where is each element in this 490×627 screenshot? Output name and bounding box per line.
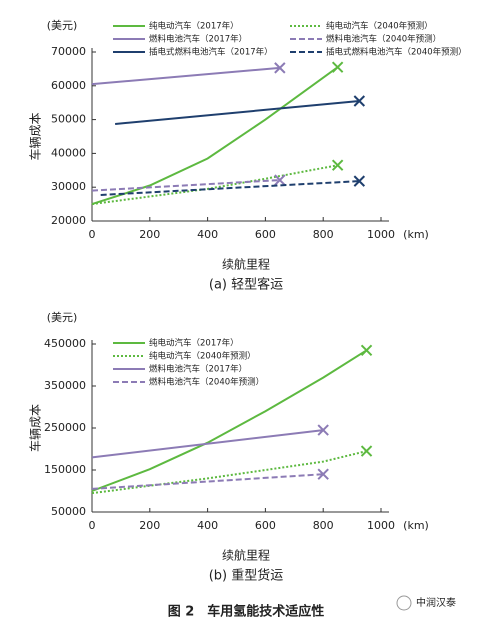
legend-label: 插电式燃料电池汽车（2017年） [149, 47, 273, 58]
series-line [91, 164, 338, 206]
x-tick-label: 200 [139, 228, 160, 241]
legend-label: 纯电动汽车（2017年） [149, 338, 239, 349]
end-marker [331, 61, 344, 73]
legend-label: 纯电动汽车（2040年预测） [326, 21, 433, 32]
x-tick-label: 800 [313, 228, 334, 241]
end-marker [331, 159, 344, 171]
x-tick-label: 200 [139, 519, 160, 532]
y-tick-label: 150000 [44, 463, 86, 476]
end-marker [274, 174, 286, 186]
y-tick-label: 350000 [44, 379, 86, 392]
legend-label: 燃料电池汽车（2040年预测） [149, 377, 264, 388]
x-tick-label: 600 [255, 228, 276, 241]
x-unit: (km) [403, 519, 429, 532]
x-axis-label: 续航里程 [222, 257, 270, 272]
legend-label: 燃料电池汽车（2017年） [149, 364, 247, 375]
legend-label: 插电式燃料电池汽车（2040年预测） [326, 47, 467, 58]
watermark: 中润汉泰 [416, 596, 456, 609]
series-line [91, 66, 339, 206]
x-tick-label: 1000 [367, 519, 395, 532]
series-line [91, 429, 324, 459]
y-tick-label: 50000 [51, 113, 86, 126]
x-tick-label: 0 [89, 228, 96, 241]
end-marker [353, 175, 366, 187]
x-tick-label: 800 [313, 519, 334, 532]
y-tick-label: 450000 [44, 337, 86, 350]
figure-caption: 图 2 车用氢能技术适应性 [168, 604, 325, 620]
series-line [91, 66, 280, 86]
series-line [100, 180, 360, 196]
series-line [115, 100, 360, 125]
x-axis-label: 续航里程 [222, 548, 270, 563]
legend-label: 燃料电池汽车（2017年） [149, 34, 247, 45]
end-marker [360, 344, 373, 357]
end-marker [317, 424, 329, 436]
y-tick-label: 30000 [51, 180, 86, 193]
series-line [91, 349, 368, 492]
end-marker [317, 468, 329, 480]
end-marker [360, 445, 373, 457]
y-unit: (美元) [47, 19, 78, 32]
x-tick-label: 400 [197, 228, 218, 241]
legend-label: 纯电动汽车（2017年） [149, 21, 239, 32]
chart-title: (b) 重型货运 [209, 568, 284, 584]
y-tick-label: 20000 [51, 214, 86, 227]
x-unit: (km) [403, 228, 429, 241]
end-marker [274, 62, 286, 74]
chart-title: (a) 轻型客运 [209, 277, 283, 293]
x-tick-label: 600 [255, 519, 276, 532]
y-tick-label: 60000 [51, 79, 86, 92]
y-tick-label: 70000 [51, 45, 86, 58]
x-tick-label: 0 [89, 519, 96, 532]
y-tick-label: 250000 [44, 421, 86, 434]
y-unit: (美元) [47, 311, 78, 324]
legend-label: 纯电动汽车（2040年预测） [149, 351, 256, 362]
x-tick-label: 1000 [367, 228, 395, 241]
end-marker [353, 95, 366, 107]
watermark-icon [396, 595, 412, 611]
series-line [91, 473, 324, 490]
x-tick-label: 400 [197, 519, 218, 532]
legend-label: 燃料电池汽车（2040年预测） [326, 34, 441, 45]
series-line [91, 179, 280, 192]
y-axis-label: 车辆成本 [28, 112, 43, 160]
y-tick-label: 50000 [51, 505, 86, 518]
y-axis-label: 车辆成本 [28, 404, 43, 452]
y-tick-label: 40000 [51, 146, 86, 159]
